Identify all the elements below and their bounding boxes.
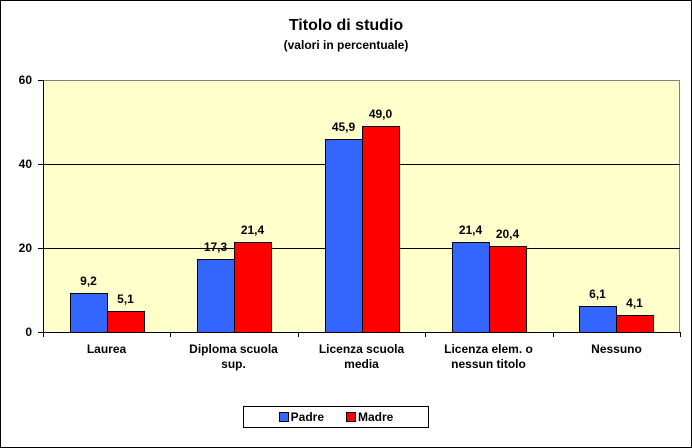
x-category-label-line: Laurea <box>86 342 127 356</box>
bar-padre <box>452 242 490 333</box>
x-category-label-line: Nessuno <box>591 342 642 356</box>
chart-subtitle: (valori in percentuale) <box>283 38 409 52</box>
chart-title: Titolo di studio <box>288 17 404 34</box>
data-label: 21,4 <box>240 223 265 237</box>
x-tick <box>298 332 299 337</box>
y-tick-label: 0 <box>25 325 32 339</box>
legend-label-padre: Padre <box>290 410 324 424</box>
x-category-label: Licenza elem. o nessun titolo <box>425 342 552 372</box>
legend-label-madre: Madre <box>358 410 394 424</box>
legend-swatch-padre <box>278 412 289 422</box>
x-tick <box>680 332 681 337</box>
x-category-label-line: Diploma scuola <box>189 342 278 356</box>
data-label: 9,2 <box>80 274 97 288</box>
bar-madre <box>234 242 272 333</box>
x-category-label-line: Licenza elem. o <box>444 342 533 356</box>
bar-padre <box>197 259 235 333</box>
data-label: 4,1 <box>626 296 643 310</box>
bar-madre <box>362 126 400 333</box>
bar-madre <box>107 311 145 333</box>
x-category-label: Licenza scuola media <box>298 342 425 372</box>
data-label: 17,3 <box>203 240 228 254</box>
legend-item-padre: Padre <box>278 410 324 424</box>
bar-padre <box>579 306 617 333</box>
y-tick-label: 20 <box>18 241 32 255</box>
x-category-label-line: nessun titolo <box>451 357 526 371</box>
y-tick <box>38 164 43 165</box>
x-category-label-line: media <box>344 357 379 371</box>
bar-madre <box>489 246 527 333</box>
x-category-label: Nessuno <box>553 342 680 357</box>
data-label: 21,4 <box>458 223 483 237</box>
x-tick <box>553 332 554 337</box>
bar-padre <box>325 139 363 333</box>
legend-swatch-madre <box>346 412 356 422</box>
x-tick <box>43 332 44 337</box>
data-label: 45,9 <box>331 120 356 134</box>
x-tick <box>425 332 426 337</box>
y-tick <box>38 332 43 333</box>
x-category-label: Laurea <box>43 342 170 357</box>
y-tick-label: 40 <box>18 157 32 171</box>
x-category-label-line: Licenza scuola <box>318 342 405 356</box>
x-category-label-line: sup. <box>221 357 246 371</box>
data-label: 6,1 <box>589 287 606 301</box>
y-tick <box>38 80 43 81</box>
y-axis <box>43 80 44 333</box>
legend: Padre Madre <box>243 406 429 428</box>
data-label: 49,0 <box>368 107 393 121</box>
y-tick <box>38 248 43 249</box>
data-label: 20,4 <box>495 227 520 241</box>
legend-item-madre: Madre <box>346 410 393 424</box>
x-tick <box>170 332 171 337</box>
data-label: 5,1 <box>117 292 134 306</box>
bar-madre <box>616 315 654 333</box>
y-tick-label: 60 <box>18 73 32 87</box>
bar-padre <box>70 293 108 333</box>
x-category-label: Diploma scuola sup. <box>170 342 297 372</box>
